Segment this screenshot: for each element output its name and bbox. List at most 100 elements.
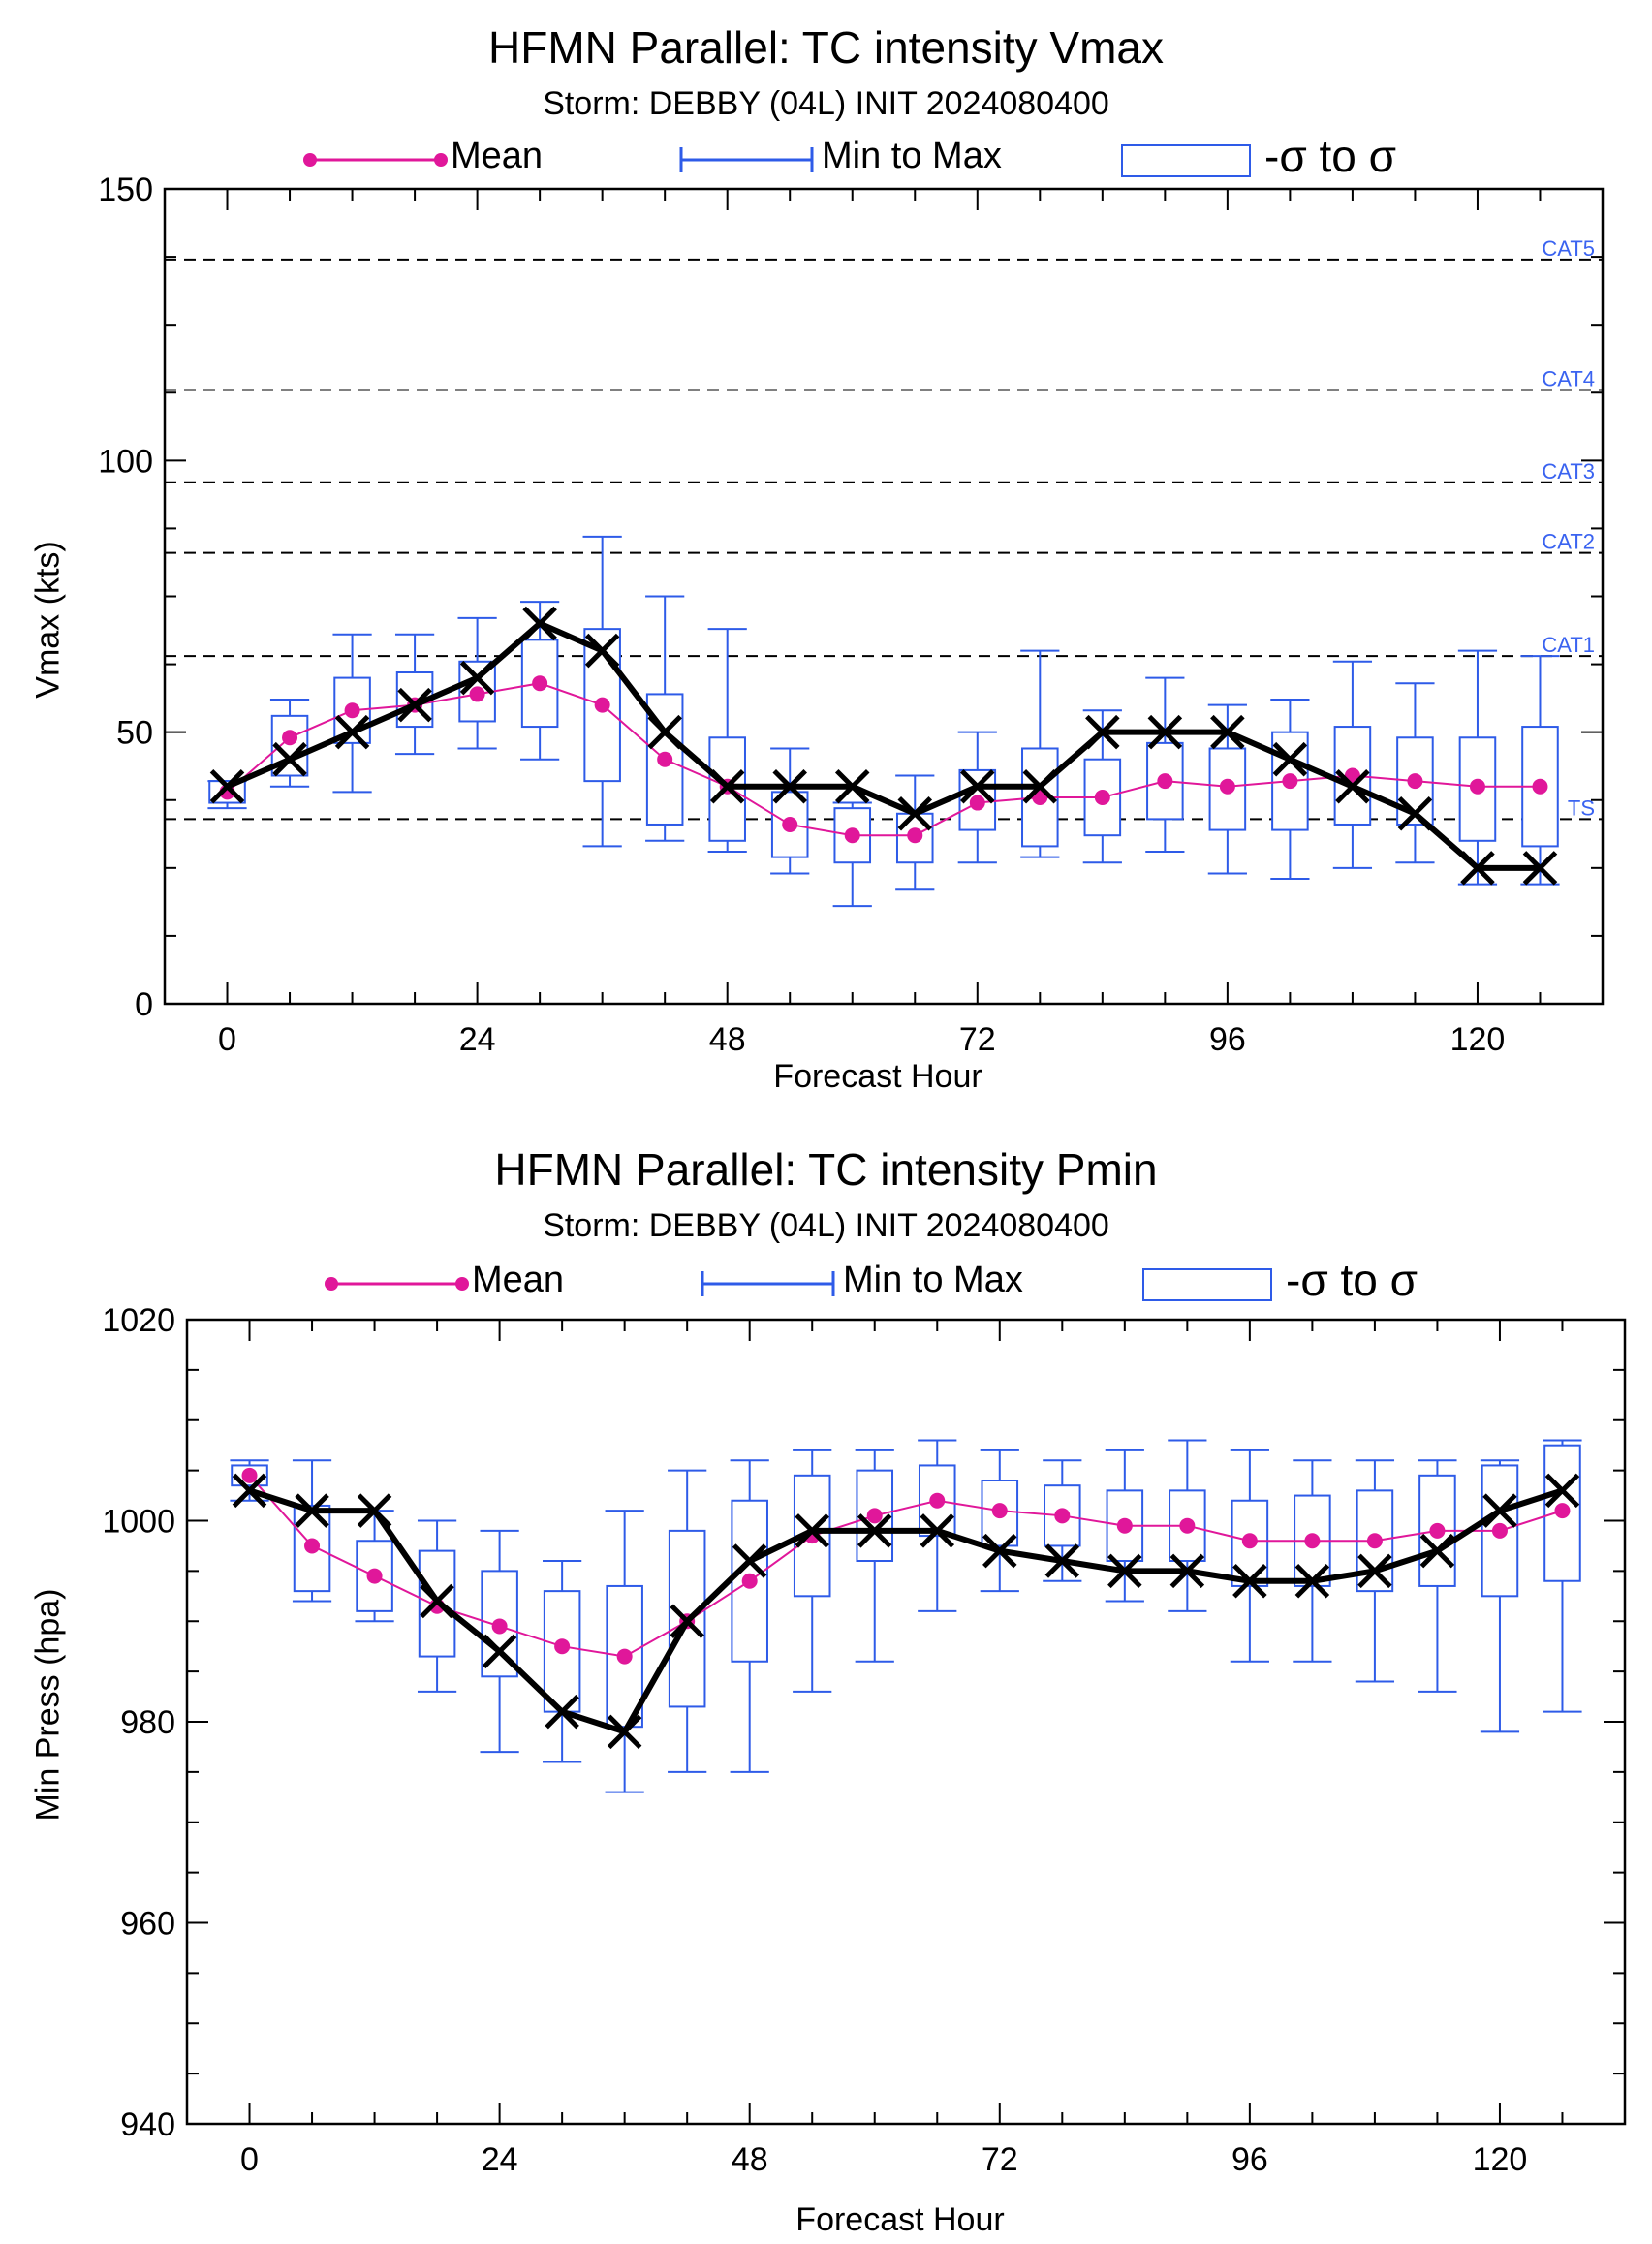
y-axis-label: Min Press (hpa) — [29, 1588, 67, 1822]
best-track-marker-stroke — [272, 741, 307, 777]
best-track-line — [248, 1487, 1564, 1735]
best-track-marker — [732, 1543, 767, 1578]
best-track-marker-stroke — [545, 1694, 579, 1730]
best-track-marker — [897, 795, 933, 831]
best-track-marker-stroke — [584, 633, 620, 669]
best-track-marker-stroke — [1419, 1533, 1455, 1569]
legend-sigma-label: -σ to σ — [1286, 1255, 1418, 1305]
best-track-marker-stroke — [834, 768, 870, 804]
y-tick-label: 960 — [120, 1906, 175, 1943]
mean-point — [304, 1538, 321, 1554]
best-track-marker-stroke — [897, 795, 933, 831]
mean-point — [366, 1568, 383, 1584]
best-track-marker-stroke — [920, 1513, 955, 1548]
x-tick-label: 96 — [1231, 2141, 1268, 2178]
best-track-marker — [1147, 714, 1183, 750]
best-track-marker — [1335, 768, 1370, 804]
best-track-marker — [1022, 768, 1058, 804]
mean-point — [782, 816, 798, 832]
best-track-marker — [607, 1714, 642, 1750]
best-track-marker-stroke — [709, 768, 745, 804]
best-track-marker — [670, 1604, 704, 1639]
best-track-marker — [647, 714, 682, 750]
mean-line — [226, 682, 1541, 837]
best-track-marker — [584, 633, 620, 669]
x-tick-label: 120 — [1473, 2141, 1528, 2178]
x-tick-label: 72 — [982, 2141, 1018, 2178]
x-axis-label: Forecast Hour — [773, 1058, 982, 1095]
best-track-marker — [1357, 1553, 1392, 1589]
best-track-marker-stroke — [334, 714, 370, 750]
reference-label: CAT3 — [1542, 459, 1595, 483]
legend-mean-label: Mean — [451, 136, 544, 176]
mean-point — [907, 827, 923, 844]
mean-point — [1094, 789, 1110, 805]
mean-point — [1429, 1522, 1446, 1539]
best-track-marker — [1544, 1473, 1580, 1509]
best-track-marker-stroke — [772, 768, 807, 804]
x-tick-label: 96 — [1209, 1021, 1246, 1058]
mean-point — [1491, 1522, 1508, 1539]
sigma-box — [1458, 736, 1497, 842]
best-track-marker-stroke — [857, 1513, 892, 1548]
best-track-marker-stroke — [1210, 714, 1245, 750]
best-track-marker — [1085, 714, 1120, 750]
mean-point — [594, 697, 610, 713]
best-track-marker — [772, 768, 807, 804]
best-track-marker-stroke — [607, 1714, 642, 1750]
best-track-marker — [1272, 741, 1308, 777]
best-track-marker-stroke — [1147, 714, 1183, 750]
y-axis-label: Vmax (kts) — [29, 541, 67, 699]
best-track-marker-stroke — [795, 1513, 829, 1548]
legend-mean-marker — [303, 153, 317, 167]
mean-point — [991, 1503, 1008, 1519]
y-tick-label: 0 — [135, 986, 153, 1023]
best-track-marker-stroke — [1397, 795, 1433, 831]
plot-frame — [185, 1318, 1627, 2126]
best-track-marker — [1044, 1543, 1080, 1578]
mean-point — [241, 1467, 258, 1483]
mean-point — [1407, 773, 1423, 790]
best-track-marker — [1419, 1533, 1455, 1569]
reference-label: CAT1 — [1542, 633, 1595, 657]
best-track-marker — [1294, 1563, 1330, 1599]
best-track-marker-stroke — [1272, 741, 1308, 777]
best-track-marker — [1107, 1553, 1142, 1589]
mean-point — [491, 1618, 508, 1635]
y-tick-label: 150 — [98, 171, 153, 208]
best-track-marker-stroke — [1335, 768, 1370, 804]
legend-sigma-box — [1142, 1268, 1272, 1301]
mean-point — [1282, 773, 1298, 790]
mean-point — [616, 1648, 633, 1665]
mean-point — [344, 702, 360, 719]
legend-sigma-box — [1121, 144, 1251, 177]
mean-point — [1554, 1503, 1571, 1519]
mean-point — [1366, 1533, 1383, 1549]
best-track-marker-stroke — [1522, 851, 1558, 886]
best-track-marker — [420, 1583, 454, 1619]
x-tick-label: 24 — [482, 2141, 518, 2178]
mean-point — [554, 1638, 571, 1655]
best-track-marker — [709, 768, 745, 804]
chart-title: HFMN Parallel: TC intensity Vmax — [488, 22, 1164, 73]
mean-point — [969, 795, 985, 811]
mean-point — [1054, 1508, 1071, 1524]
chart-title: HFMN Parallel: TC intensity Pmin — [494, 1144, 1158, 1195]
legend-graphics — [325, 1268, 1272, 1301]
best-track-marker-stroke — [982, 1533, 1017, 1569]
best-track-marker — [334, 714, 370, 750]
y-tick-label: 100 — [98, 443, 153, 480]
best-track-marker — [982, 1533, 1017, 1569]
y-tick-label: 50 — [116, 715, 153, 752]
reference-label: CAT2 — [1542, 530, 1595, 554]
best-track-marker — [522, 606, 557, 641]
best-track-marker-stroke — [647, 714, 682, 750]
vmax-chart: HFMN Parallel: TC intensity Vmax Storm: … — [29, 22, 1605, 1095]
best-track-marker-stroke — [1357, 1553, 1392, 1589]
best-track-marker-stroke — [397, 687, 432, 723]
mean-point — [469, 686, 485, 702]
reference-label: CAT4 — [1542, 366, 1595, 390]
best-track-marker — [232, 1473, 267, 1509]
plot-frame — [163, 187, 1605, 1006]
legend-mean-marker — [455, 1277, 469, 1291]
